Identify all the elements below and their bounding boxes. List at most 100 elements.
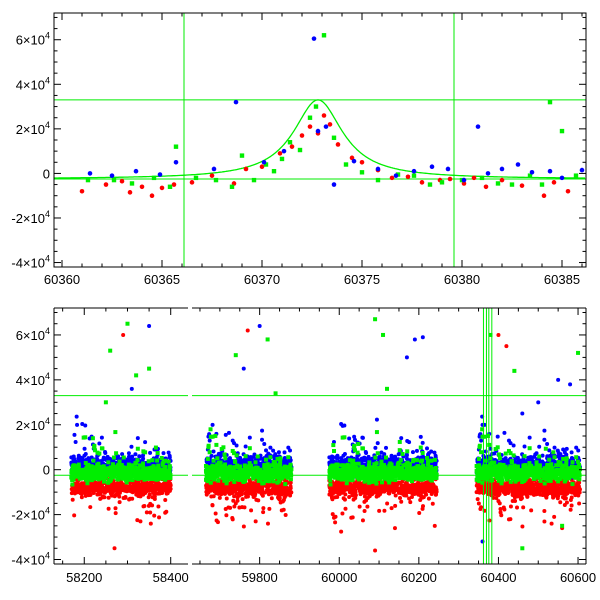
bottom-point-red — [119, 480, 124, 485]
bottom-point-red — [474, 483, 479, 488]
bottom-point-green — [143, 450, 148, 455]
top-point-red-34 — [541, 193, 547, 199]
bottom-point-blue — [335, 454, 340, 459]
bottom-point-blue — [552, 445, 557, 450]
bottom-point-blue — [377, 454, 382, 459]
bottom-point-red — [408, 500, 413, 505]
bottom-point-red — [520, 524, 525, 529]
bottom-point-red — [118, 484, 123, 489]
bottom-point-red — [164, 482, 169, 487]
bottom-point-blue — [271, 448, 276, 453]
bottom-point-green — [154, 477, 159, 482]
top-point-green-20 — [343, 162, 349, 167]
bottom-point-red — [141, 488, 146, 493]
bottom-point-red — [269, 496, 274, 501]
bottom-point-green — [92, 445, 97, 450]
bottom-point-green — [124, 474, 129, 479]
top-point-red-28 — [447, 176, 453, 182]
bottom-point-red — [205, 488, 210, 493]
bottom-point-blue — [206, 460, 211, 465]
top-point-red-5 — [149, 193, 155, 199]
bottom-point-red — [152, 488, 157, 493]
top-point-blue-24 — [529, 170, 535, 175]
top-point-blue-10 — [315, 128, 321, 134]
bottom-point-red — [529, 508, 534, 513]
bottom-point-red — [521, 505, 526, 510]
bottom-point-blue — [382, 452, 387, 457]
bottom-point-blue — [419, 455, 424, 460]
bottom-point-blue — [396, 452, 401, 457]
bottom-point-red — [214, 489, 219, 494]
bottom-point-red — [375, 492, 380, 497]
bottom-point-red — [503, 483, 508, 488]
bottom-point-red — [69, 491, 74, 496]
bottom-point-red — [404, 486, 409, 491]
top-x-tick-label: 60385 — [544, 272, 580, 287]
bottom-point-blue — [82, 453, 87, 458]
bottom-point-green — [101, 479, 106, 484]
bottom-point-red — [477, 490, 482, 495]
top-point-green-25 — [427, 182, 433, 187]
top-point-green-11 — [263, 162, 269, 167]
bottom-point-green — [136, 468, 141, 473]
bottom-outlier-green-1 — [125, 321, 130, 326]
bottom-point-red — [575, 490, 580, 495]
top-point-green-22 — [375, 177, 381, 183]
top-point-blue-0 — [87, 171, 93, 176]
bottom-point-red — [113, 511, 118, 516]
bottom-point-red — [508, 485, 513, 490]
top-point-green-34 — [559, 128, 565, 134]
top-point-red-2 — [119, 178, 125, 184]
bottom-point-red — [365, 496, 370, 501]
bottom-point-red — [559, 484, 564, 489]
bottom-point-green — [144, 475, 149, 480]
bottom-point-blue — [399, 436, 404, 441]
bottom-point-red — [214, 482, 219, 487]
bottom-point-blue — [341, 453, 346, 458]
top-point-green-19 — [331, 135, 337, 140]
bottom-point-blue — [258, 456, 263, 461]
bottom-point-blue — [264, 448, 269, 453]
bottom-point-red — [534, 481, 539, 486]
bottom-point-green — [143, 466, 148, 471]
bottom-point-red — [508, 504, 513, 509]
bottom-point-blue — [238, 458, 243, 463]
bottom-point-red — [146, 488, 151, 493]
bottom-point-green — [86, 462, 91, 467]
bottom-point-blue — [260, 428, 265, 433]
bottom-point-green — [155, 458, 160, 463]
bottom-point-blue — [407, 440, 412, 445]
bottom-point-red — [330, 512, 335, 517]
top-point-green-17 — [313, 104, 319, 109]
top-point-green-31 — [527, 173, 533, 178]
bottom-point-red — [511, 483, 516, 488]
bottom-point-green — [115, 469, 120, 474]
bottom-point-red — [499, 487, 504, 492]
bottom-point-red — [138, 493, 143, 498]
bottom-point-green — [142, 475, 147, 480]
bottom-point-red — [289, 490, 294, 495]
bottom-point-red — [343, 492, 348, 497]
bottom-point-red — [353, 483, 358, 488]
bottom-point-red — [69, 487, 74, 492]
bottom-point-red — [515, 505, 520, 510]
top-point-red-7 — [171, 182, 177, 187]
bottom-point-red — [227, 491, 232, 496]
bottom-point-green — [149, 476, 154, 481]
bottom-point-blue — [226, 430, 231, 435]
bottom-point-blue — [74, 414, 79, 419]
top-y-tick-label: 4×104 — [16, 75, 50, 92]
bottom-point-red — [148, 510, 153, 515]
bottom-point-red — [79, 487, 84, 492]
bottom-point-red — [241, 524, 246, 529]
bottom-point-blue — [218, 454, 223, 459]
bottom-point-red — [117, 490, 122, 495]
bottom-point-green — [109, 477, 114, 482]
bottom-point-green — [88, 473, 93, 478]
top-y-tick-label: 2×104 — [16, 120, 50, 137]
bottom-point-blue — [527, 435, 532, 440]
bottom-point-red — [362, 483, 367, 488]
bottom-point-blue — [504, 459, 509, 464]
bottom-point-red — [543, 490, 548, 495]
